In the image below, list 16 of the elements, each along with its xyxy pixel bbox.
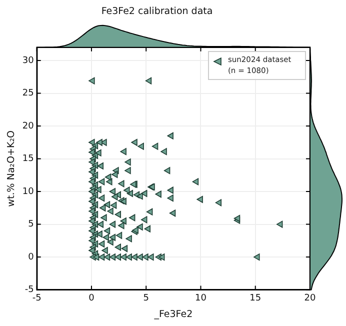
y-axis-title: wt.% Na₂O+K₂O [6,130,18,207]
y-tick-label: 30 [22,56,34,66]
y-tick-label: 20 [22,121,34,132]
y-tick-label: 10 [22,186,34,197]
x-tick-label: 10 [195,294,207,304]
chart-title: Fe3Fe2 calibration data [101,6,213,18]
x-axis-title: _Fe3Fe2 [153,308,193,320]
y-tick-label: 5 [28,220,34,230]
y-tick-label: 0 [28,252,34,262]
y-tick-label: 15 [22,154,34,164]
x-tick-label: 5 [143,294,149,304]
x-tick-label: 20 [304,294,316,304]
y-tick-label: -5 [24,285,34,296]
x-tick-label: 15 [250,294,262,304]
x-tick-label: 0 [88,294,95,304]
y-tick-label: 25 [22,88,34,99]
